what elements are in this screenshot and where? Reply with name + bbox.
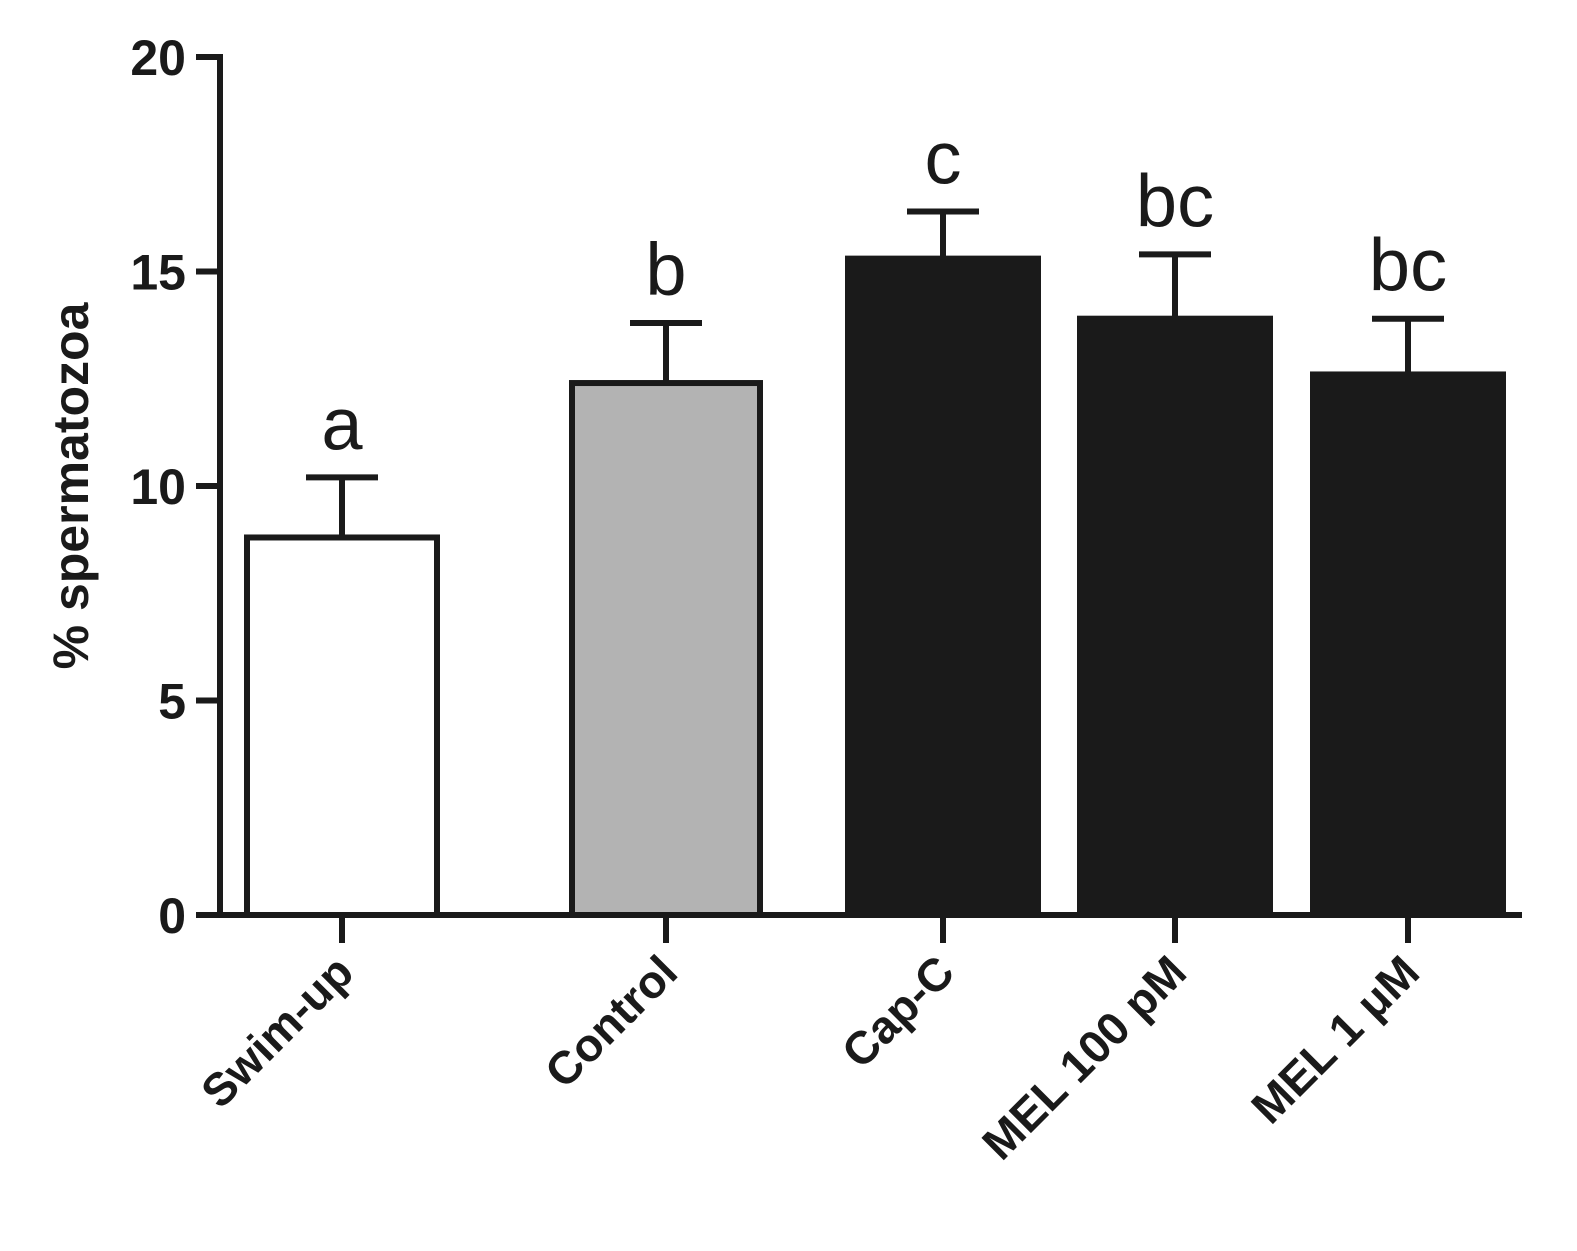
significance-label-4: bc: [1369, 224, 1447, 307]
y-tick-label-1: 5: [158, 674, 186, 730]
y-tick-label-0: 0: [158, 888, 186, 944]
bar-3: [1077, 315, 1273, 918]
axes-group: [196, 54, 1522, 943]
significance-label-3: bc: [1136, 159, 1214, 242]
bar-2: [845, 255, 1041, 918]
x-category-label-3: MEL 100 pM: [972, 945, 1196, 1169]
y-tick-label-4: 20: [130, 30, 186, 86]
bars-group: [244, 255, 1506, 919]
y-tick-label-3: 15: [130, 245, 186, 301]
x-category-label-1: Control: [535, 945, 687, 1097]
x-category-label-0: Swim-up: [191, 945, 363, 1117]
bar-0: [244, 534, 440, 918]
y-axis-title: % spermatozoa: [43, 301, 99, 669]
bar-1: [569, 380, 763, 919]
x-category-label-2: Cap-C: [832, 945, 965, 1078]
x-category-label-4: MEL 1 μM: [1241, 945, 1429, 1133]
significance-label-1: b: [645, 228, 686, 311]
significance-label-2: c: [925, 116, 962, 199]
significance-label-0: a: [321, 382, 363, 465]
error-bars-group: [306, 208, 1444, 538]
bar-4: [1310, 371, 1506, 918]
y-tick-label-2: 10: [130, 459, 186, 515]
